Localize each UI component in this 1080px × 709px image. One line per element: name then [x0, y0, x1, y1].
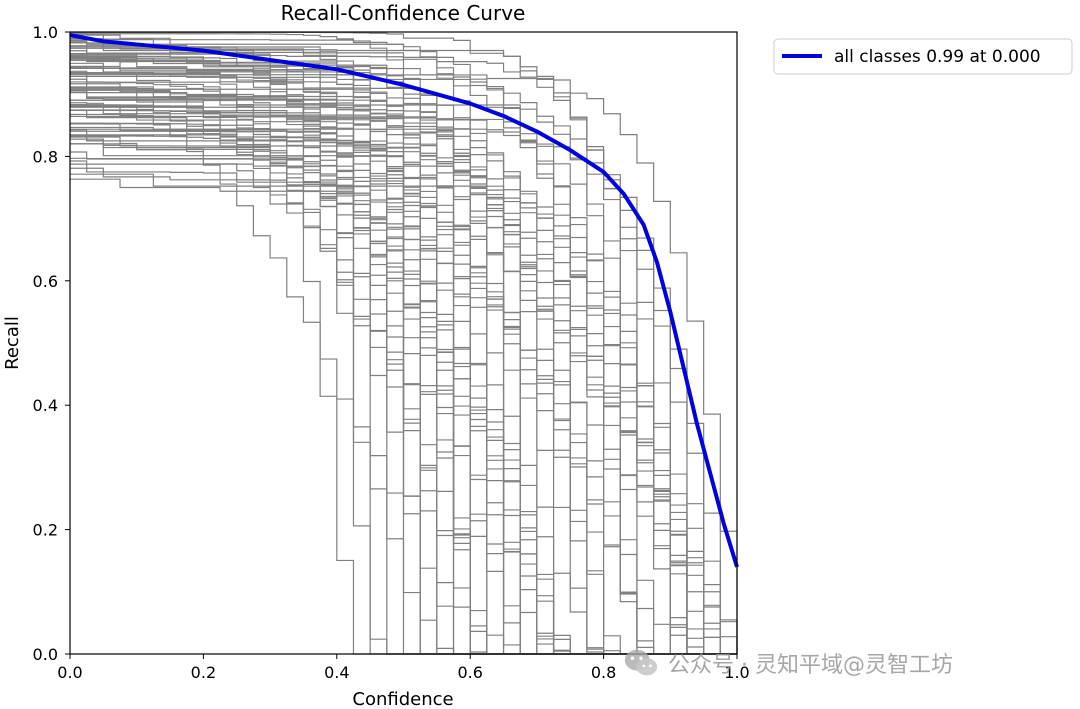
class-curve — [70, 105, 737, 655]
y-axis-ticks: 0.0 0.2 0.4 0.6 0.8 1.0 — [33, 23, 70, 664]
class-curve — [70, 105, 737, 655]
y-axis-label: Recall — [2, 316, 23, 370]
background-class-curves — [70, 31, 738, 655]
plot-frame — [69, 31, 738, 655]
class-curve — [70, 92, 737, 655]
y-tick-label: 0.8 — [33, 147, 58, 166]
x-axis-ticks: 0.0 0.2 0.4 0.6 0.8 1.0 — [57, 654, 750, 682]
y-tick-label: 0.0 — [33, 645, 58, 664]
watermark: 公众号 · 灵知平域@灵智工坊 — [622, 644, 953, 682]
legend-box — [773, 38, 1073, 75]
x-tick-label: 1.0 — [724, 663, 749, 682]
x-tick-label: 0.4 — [324, 663, 349, 682]
x-tick-label: 0.6 — [457, 663, 482, 682]
wechat-icon — [624, 649, 658, 676]
class-curve — [70, 157, 737, 655]
x-tick-label: 0.0 — [57, 663, 82, 682]
class-curve — [70, 62, 738, 654]
y-tick-label: 1.0 — [33, 23, 58, 42]
class-curve — [70, 37, 737, 655]
y-tick-label: 0.4 — [33, 396, 58, 415]
x-tick-label: 0.8 — [591, 663, 616, 682]
y-tick-label: 0.2 — [33, 521, 58, 540]
main-series-group — [69, 33, 739, 568]
legend: all classes 0.99 at 0.000 — [773, 38, 1073, 75]
chart-title: Recall-Confidence Curve — [281, 1, 526, 25]
watermark-text: 公众号 · 灵知平域@灵智工坊 — [668, 653, 953, 678]
all-classes-line — [69, 33, 739, 568]
legend-label: all classes 0.99 at 0.000 — [834, 47, 1041, 67]
class-curve — [70, 87, 737, 655]
class-curve — [70, 163, 737, 655]
y-tick-label: 0.6 — [33, 272, 58, 291]
x-tick-label: 0.2 — [191, 663, 216, 682]
x-axis-label: Confidence — [352, 689, 453, 709]
class-curve — [70, 42, 737, 655]
class-curve — [70, 81, 738, 654]
class-curve — [70, 46, 738, 654]
